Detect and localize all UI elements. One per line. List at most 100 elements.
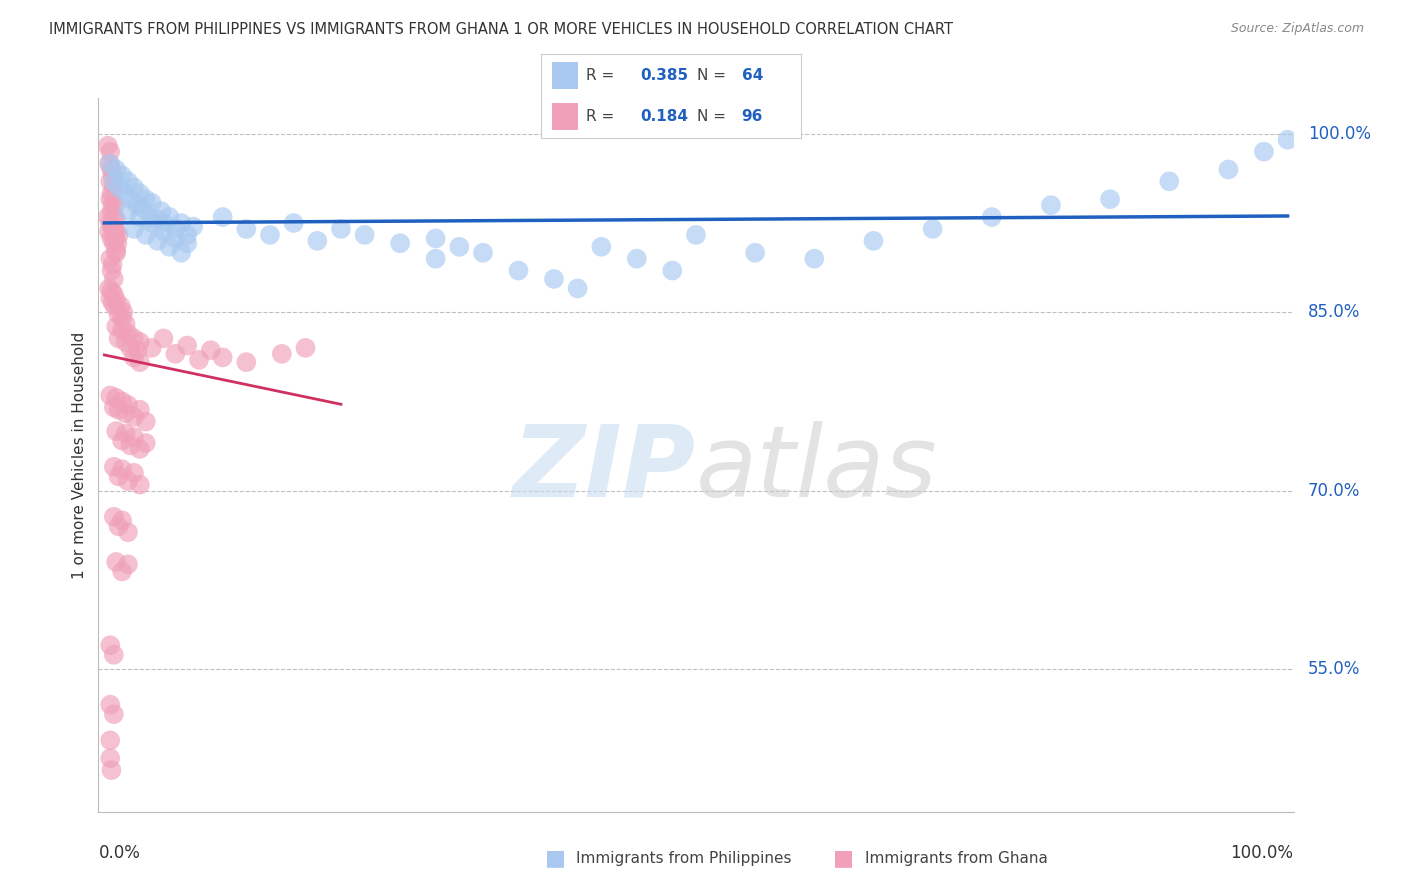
Text: 55.0%: 55.0% (1308, 660, 1360, 678)
Point (283, 216, 305, 230)
Point (103, 236, 125, 251)
Point (117, 326, 139, 341)
Point (114, 426, 136, 441)
Point (107, 308, 129, 322)
Point (181, 219, 204, 234)
Point (98, 388, 121, 402)
Point (235, 222, 257, 236)
Point (543, 272, 565, 286)
Point (128, 334, 150, 349)
Text: R =: R = (585, 68, 619, 83)
Point (176, 338, 198, 352)
Point (122, 222, 145, 236)
Point (980, 210, 1002, 224)
Point (98, 252, 121, 266)
Point (135, 192, 157, 206)
Point (107, 180, 129, 194)
Point (862, 234, 884, 248)
Point (97, 210, 120, 224)
Point (105, 212, 128, 227)
Point (103, 222, 125, 236)
Point (1159, 174, 1181, 188)
Point (200, 343, 222, 358)
Point (100, 204, 122, 219)
Point (114, 406, 136, 420)
Point (1099, 192, 1122, 206)
Point (307, 234, 329, 248)
Point (661, 263, 683, 277)
Point (165, 347, 187, 361)
Point (111, 323, 134, 337)
Text: 96: 96 (741, 109, 763, 124)
Point (114, 317, 136, 331)
Point (105, 244, 128, 258)
Point (103, 648, 125, 662)
Point (100, 186, 122, 201)
Point (626, 252, 648, 266)
Point (176, 236, 198, 251)
Point (128, 355, 150, 369)
Point (117, 558, 139, 572)
Point (117, 204, 139, 219)
Point (117, 398, 139, 412)
FancyBboxPatch shape (551, 62, 578, 89)
Point (157, 240, 180, 254)
Point (170, 245, 193, 260)
Point (107, 519, 129, 533)
Point (353, 227, 375, 242)
Point (120, 192, 142, 206)
Point (111, 394, 134, 409)
Point (100, 263, 122, 277)
Point (104, 231, 127, 245)
Point (107, 331, 129, 345)
Point (122, 351, 145, 365)
Point (98, 224, 121, 238)
Point (1039, 198, 1062, 212)
Point (105, 245, 128, 260)
Point (1218, 162, 1240, 177)
Point (98, 192, 121, 206)
Point (122, 430, 145, 444)
Point (105, 224, 128, 238)
Point (259, 227, 281, 242)
Point (100, 284, 122, 298)
Text: ZIP: ZIP (513, 421, 696, 517)
Point (449, 240, 471, 254)
Point (152, 216, 174, 230)
Point (685, 227, 707, 242)
Text: 100.0%: 100.0% (1230, 844, 1294, 862)
Point (111, 462, 134, 476)
Point (170, 216, 193, 230)
Point (157, 210, 180, 224)
Text: Immigrants from Ghana: Immigrants from Ghana (865, 851, 1047, 865)
Point (103, 401, 125, 415)
Point (803, 252, 825, 266)
Point (146, 234, 169, 248)
Point (98, 638, 121, 652)
Point (389, 236, 412, 251)
Point (98, 216, 121, 230)
Point (128, 442, 150, 456)
Point (567, 281, 589, 295)
Point (105, 236, 128, 251)
Point (97, 138, 120, 153)
Point (98, 281, 121, 295)
Text: Immigrants from Philippines: Immigrants from Philippines (576, 851, 792, 865)
Point (128, 477, 150, 491)
Point (114, 334, 136, 349)
Text: 0.184: 0.184 (640, 109, 688, 124)
Text: ■: ■ (546, 848, 565, 868)
Text: 85.0%: 85.0% (1308, 303, 1360, 321)
Point (425, 231, 447, 245)
Point (104, 299, 127, 313)
Point (128, 402, 150, 417)
Point (98, 698, 121, 712)
Text: atlas: atlas (696, 421, 938, 517)
Point (105, 293, 128, 308)
Point (744, 245, 766, 260)
Point (98, 733, 121, 747)
Point (1253, 145, 1275, 159)
Point (131, 201, 153, 215)
Point (117, 525, 139, 540)
Point (110, 299, 132, 313)
